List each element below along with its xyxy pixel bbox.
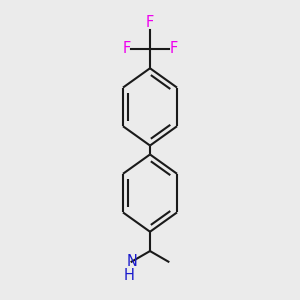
- Text: N: N: [126, 254, 137, 269]
- Text: F: F: [169, 41, 178, 56]
- Text: F: F: [146, 15, 154, 30]
- Text: H: H: [123, 268, 134, 283]
- Text: F: F: [122, 41, 131, 56]
